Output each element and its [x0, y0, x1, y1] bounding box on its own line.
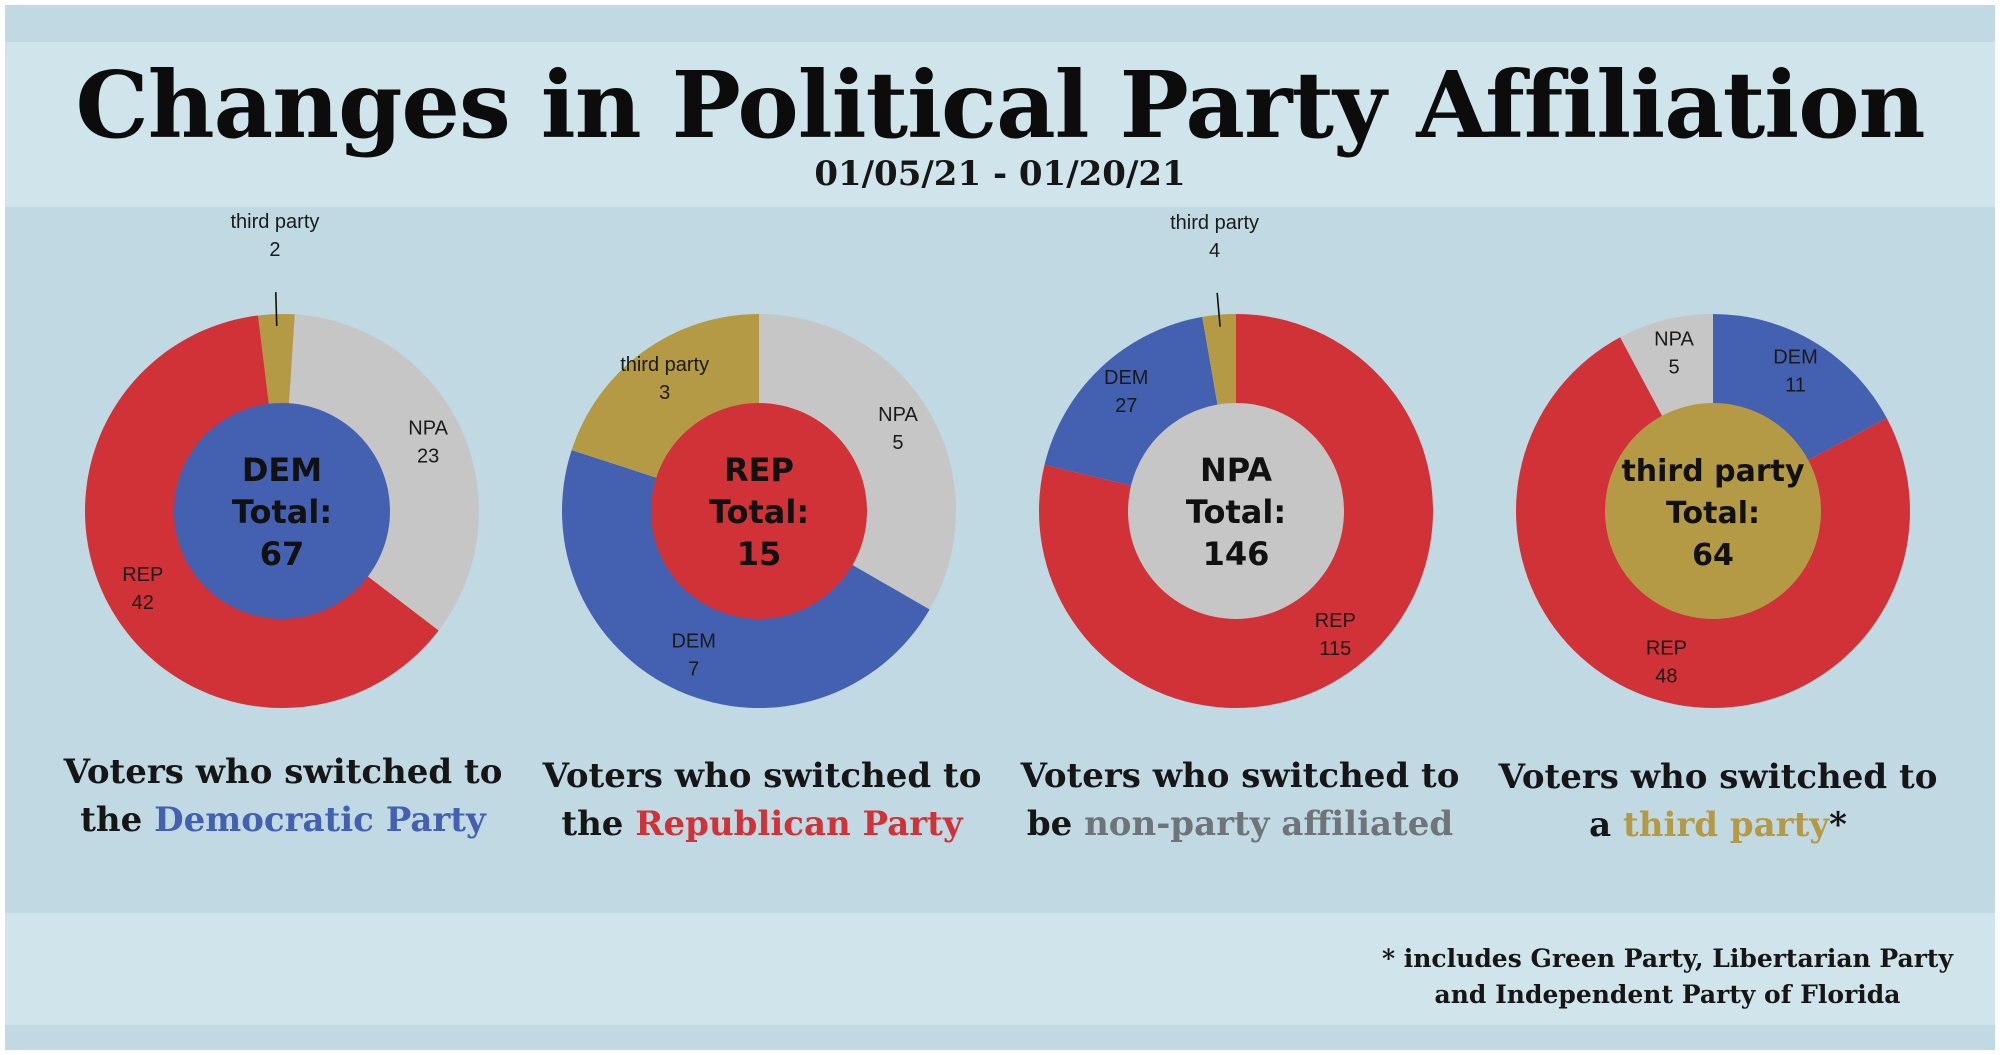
center-total-value: 15: [737, 535, 782, 573]
slice-label-third-party: third party: [1170, 212, 1259, 234]
slice-label-rep: REP: [1646, 638, 1687, 660]
page-title: Changes in Political Party Affiliation: [75, 51, 1925, 159]
center-total-value: 67: [260, 535, 305, 573]
caption-line2: the Republican Party: [527, 800, 997, 848]
slice-label-dem: DEM: [671, 631, 715, 653]
center-party: NPA: [1200, 451, 1272, 489]
center-party: DEM: [242, 451, 322, 489]
slice-value-rep: 48: [1655, 666, 1677, 688]
slice-value-npa: 23: [417, 446, 439, 468]
center-disc: [1128, 403, 1344, 619]
caption-suffix: *: [1829, 805, 1847, 845]
slice-value-dem: 27: [1115, 395, 1137, 417]
caption-line2: a third party*: [1483, 801, 1953, 849]
caption-third-party: Voters who switched to a third party*: [1483, 753, 1953, 849]
caption-highlight: Democratic Party: [154, 800, 486, 840]
slice-label-dem: DEM: [1773, 346, 1817, 368]
slice-value-npa: 5: [892, 432, 903, 454]
caption-line2: be non-party affiliated: [1005, 800, 1475, 848]
caption-line1: Voters who switched to: [1020, 756, 1460, 796]
slice-label-rep: REP: [1315, 610, 1356, 632]
center-party: third party: [1621, 454, 1805, 489]
slice-value-npa: 5: [1668, 356, 1679, 378]
caption-highlight: non-party affiliated: [1084, 804, 1454, 844]
center-party: REP: [724, 451, 794, 489]
center-total-label: Total:: [232, 493, 332, 531]
footnote-line1: * includes Green Party, Libertarian Part…: [1381, 944, 1953, 973]
caption-highlight: Republican Party: [635, 804, 963, 844]
date-range: 01/05/21 - 01/20/21: [814, 154, 1186, 194]
slice-value-rep: 115: [1319, 638, 1351, 660]
slice-label-dem: DEM: [1104, 367, 1148, 389]
slice-value-third-party: 2: [269, 239, 280, 261]
caption-prefix: be: [1026, 804, 1085, 844]
center-total-value: 146: [1203, 535, 1270, 573]
caption-line1: Voters who switched to: [1498, 757, 1938, 797]
caption-line1: Voters who switched to: [542, 756, 982, 796]
center-total-label: Total:: [1186, 493, 1286, 531]
slice-label-third-party: third party: [620, 354, 709, 376]
slice-value-third-party: 3: [659, 382, 670, 404]
leader-line: [1216, 292, 1221, 327]
footnote: * includes Green Party, Libertarian Part…: [1382, 941, 1953, 1013]
slice-label-rep: REP: [122, 564, 163, 586]
slice-value-dem: 7: [688, 659, 699, 681]
footnote-line2: and Independent Party of Florida: [1434, 980, 1901, 1009]
caption-highlight: third party: [1623, 805, 1830, 845]
infographic: Changes in Political Party Affiliation 0…: [5, 5, 1995, 1050]
center-disc: [651, 403, 867, 619]
caption-npa: Voters who switched to be non-party affi…: [1005, 752, 1475, 848]
footer-band: * includes Green Party, Libertarian Part…: [5, 913, 1995, 1025]
slice-value-dem: 11: [1785, 374, 1806, 396]
slice-value-third-party: 4: [1209, 240, 1220, 262]
caption-line2: the Democratic Party: [48, 796, 518, 844]
header-band: Changes in Political Party Affiliation 0…: [5, 42, 1995, 207]
caption-prefix: a: [1589, 805, 1624, 845]
caption-rep: Voters who switched to the Republican Pa…: [527, 752, 997, 848]
caption-prefix: the: [80, 800, 155, 840]
center-total-value: 64: [1692, 538, 1734, 573]
center-disc: [1605, 403, 1821, 619]
slice-label-npa: NPA: [1654, 328, 1694, 350]
donut-chart-third-party: DEM 11 REP 48 NPA 5 third party Total: 64: [1516, 314, 1910, 708]
charts-area: third party2NPA23REP42DEMTotal:67NPA5DEM…: [85, 211, 1910, 709]
donut-chart-npa: REP 115 DEM 27 third party 4 NPA Total: 146: [1038, 212, 1433, 708]
center-total-label: Total:: [709, 493, 809, 531]
caption-line1: Voters who switched to: [63, 752, 503, 792]
center-disc: [174, 403, 390, 619]
donut-chart-rep: NPA 5 DEM 7 third party 3 REP Total: 15: [561, 314, 956, 709]
slice-label-npa: NPA: [878, 404, 918, 426]
leader-line: [274, 292, 278, 327]
slice-label-third-party: third party: [230, 211, 319, 233]
slice-label-npa: NPA: [408, 418, 448, 440]
center-total-label: Total:: [1666, 496, 1760, 531]
caption-dem: Voters who switched to the Democratic Pa…: [48, 748, 518, 844]
slice-value-rep: 42: [132, 592, 154, 614]
caption-prefix: the: [561, 804, 636, 844]
donut-chart-dem: third party 2 NPA 23 REP 42 DEM Total: 67: [85, 211, 480, 708]
